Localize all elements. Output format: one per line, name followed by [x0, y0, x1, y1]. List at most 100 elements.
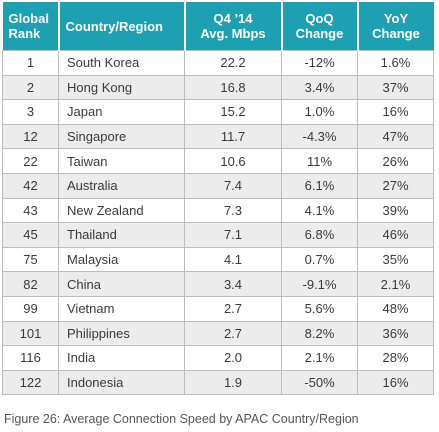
- table-row: 82 China 3.4 -9.1% 2.1%: [2, 271, 434, 297]
- header-label-line1: Country/Region: [65, 18, 164, 34]
- rank-cell: 75: [2, 246, 59, 272]
- avg-mbps-cell: 7.3: [184, 197, 282, 223]
- avg-mbps-cell: 7.1: [184, 222, 282, 248]
- qoq-change-cell: 5.6%: [281, 295, 358, 322]
- avg-mbps-cell: 3.4: [184, 271, 282, 297]
- qoq-change-cell: 2.1%: [281, 345, 358, 371]
- rank-cell: 101: [2, 320, 59, 346]
- table-row: 43 New Zealand 7.3 4.1% 39%: [2, 197, 434, 223]
- yoy-change-cell: 36%: [357, 320, 434, 346]
- header-label-line2: Avg. Mbps: [200, 26, 266, 41]
- rank-cell: 2: [2, 74, 59, 100]
- rank-cell: 12: [2, 123, 59, 149]
- header-yoy-change: YoY Change: [357, 2, 434, 51]
- yoy-change-cell: 28%: [357, 345, 434, 371]
- table-header: Global Rank Country/Region Q4 ’14 Avg. M…: [2, 2, 434, 51]
- rank-cell: 82: [2, 271, 59, 297]
- table-row: 1 South Korea 22.2 -12% 1.6%: [2, 50, 434, 76]
- table-row: 45 Thailand 7.1 6.8% 46%: [2, 222, 434, 248]
- table-row: 116 India 2.0 2.1% 28%: [2, 345, 434, 371]
- table-row: 3 Japan 15.2 1.0% 16%: [2, 99, 434, 125]
- rank-cell: 22: [2, 148, 59, 174]
- yoy-change-cell: 35%: [357, 246, 434, 272]
- avg-mbps-cell: 10.6: [184, 148, 282, 174]
- table-row: 2 Hong Kong 16.8 3.4% 37%: [2, 74, 434, 100]
- header-global-rank: Global Rank: [2, 2, 60, 51]
- country-cell: Hong Kong: [58, 74, 185, 100]
- qoq-change-cell: 8.2%: [281, 320, 358, 346]
- country-cell: Vietnam: [58, 295, 185, 322]
- yoy-change-cell: 16%: [357, 369, 434, 396]
- avg-mbps-cell: 2.0: [184, 345, 282, 371]
- avg-mbps-cell: 2.7: [184, 295, 282, 322]
- country-cell: Japan: [58, 99, 185, 125]
- country-cell: Philippines: [58, 320, 185, 346]
- yoy-change-cell: 16%: [357, 99, 434, 125]
- header-label-line2: Rank: [8, 26, 41, 41]
- figure-caption: Figure 26: Average Connection Speed by A…: [4, 412, 359, 426]
- avg-mbps-cell: 1.9: [184, 369, 282, 396]
- avg-mbps-cell: 4.1: [184, 246, 282, 272]
- qoq-change-cell: 0.7%: [281, 246, 358, 272]
- avg-mbps-cell: 22.2: [184, 50, 282, 76]
- table-row: 22 Taiwan 10.6 11% 26%: [2, 148, 434, 174]
- yoy-change-cell: 26%: [357, 148, 434, 174]
- country-cell: Taiwan: [58, 148, 185, 174]
- country-cell: Malaysia: [58, 246, 185, 272]
- table-row: 42 Australia 7.4 6.1% 27%: [2, 172, 434, 199]
- yoy-change-cell: 2.1%: [357, 271, 434, 297]
- header-label-line2: Change: [295, 26, 344, 41]
- qoq-change-cell: 6.1%: [281, 172, 358, 199]
- country-cell: Indonesia: [58, 369, 185, 396]
- header-label-line1: Global: [8, 11, 49, 26]
- yoy-change-cell: 48%: [357, 295, 434, 322]
- country-cell: China: [58, 271, 185, 297]
- country-cell: Singapore: [58, 123, 185, 149]
- header-qoq-change: QoQ Change: [281, 2, 359, 51]
- header-label-line1: QoQ: [305, 11, 334, 26]
- qoq-change-cell: 4.1%: [281, 197, 358, 223]
- country-cell: South Korea: [58, 50, 185, 76]
- table-row: 99 Vietnam 2.7 5.6% 48%: [2, 295, 434, 322]
- header-label-line2: Change: [372, 26, 420, 41]
- header-row: Global Rank Country/Region Q4 ’14 Avg. M…: [2, 2, 434, 51]
- connection-speed-table: Global Rank Country/Region Q4 ’14 Avg. M…: [2, 2, 434, 396]
- qoq-change-cell: -12%: [281, 50, 358, 76]
- connection-speed-table-container: Global Rank Country/Region Q4 ’14 Avg. M…: [2, 2, 434, 396]
- avg-mbps-cell: 16.8: [184, 74, 282, 100]
- table-row: 101 Philippines 2.7 8.2% 36%: [2, 320, 434, 346]
- yoy-change-cell: 27%: [357, 172, 434, 199]
- yoy-change-cell: 46%: [357, 222, 434, 248]
- table-body: 1 South Korea 22.2 -12% 1.6% 2 Hong Kong 16.8 3.…: [2, 50, 434, 396]
- country-cell: Australia: [58, 172, 185, 199]
- header-label-line1: Q4 ’14: [213, 11, 253, 26]
- yoy-change-cell: 1.6%: [357, 50, 434, 76]
- header-label-line1: YoY: [383, 11, 409, 26]
- yoy-change-cell: 37%: [357, 74, 434, 100]
- avg-mbps-cell: 7.4: [184, 172, 282, 199]
- rank-cell: 3: [2, 99, 59, 125]
- avg-mbps-cell: 2.7: [184, 320, 282, 346]
- qoq-change-cell: 11%: [281, 148, 358, 174]
- qoq-change-cell: -50%: [281, 369, 358, 396]
- yoy-change-cell: 39%: [357, 197, 434, 223]
- table-row: 12 Singapore 11.7 -4.3% 47%: [2, 123, 434, 149]
- rank-cell: 43: [2, 197, 59, 223]
- qoq-change-cell: 6.8%: [281, 222, 358, 248]
- rank-cell: 116: [2, 345, 59, 371]
- header-avg-mbps: Q4 ’14 Avg. Mbps: [184, 2, 283, 51]
- qoq-change-cell: -4.3%: [281, 123, 358, 149]
- table-row: 122 Indonesia 1.9 -50% 16%: [2, 369, 434, 396]
- rank-cell: 122: [2, 369, 59, 396]
- table-row: 75 Malaysia 4.1 0.7% 35%: [2, 246, 434, 272]
- yoy-change-cell: 47%: [357, 123, 434, 149]
- country-cell: India: [58, 345, 185, 371]
- qoq-change-cell: 1.0%: [281, 99, 358, 125]
- rank-cell: 1: [2, 50, 59, 76]
- country-cell: New Zealand: [58, 197, 185, 223]
- qoq-change-cell: 3.4%: [281, 74, 358, 100]
- avg-mbps-cell: 11.7: [184, 123, 282, 149]
- rank-cell: 99: [2, 295, 59, 322]
- country-cell: Thailand: [58, 222, 185, 248]
- rank-cell: 42: [2, 172, 59, 199]
